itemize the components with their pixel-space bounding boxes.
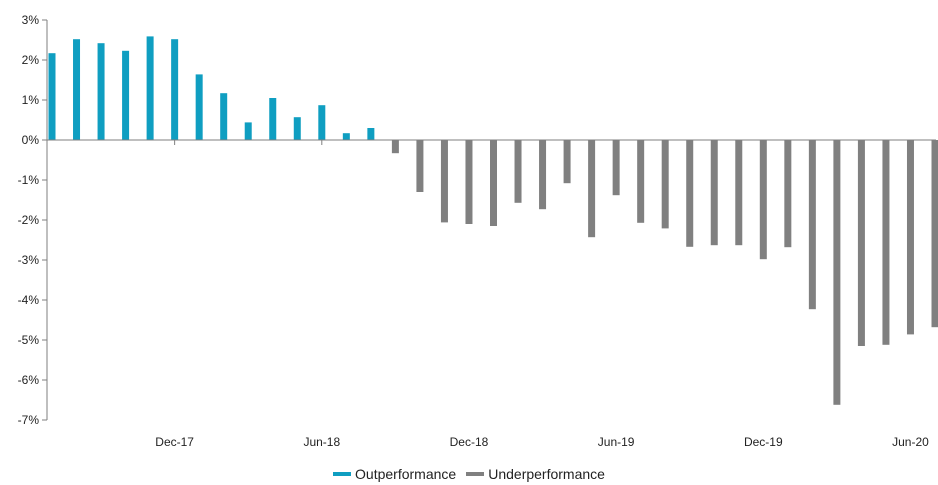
bar	[48, 53, 56, 141]
bar	[293, 117, 301, 140]
bar	[220, 93, 228, 140]
bar	[735, 140, 743, 246]
bar	[784, 140, 792, 248]
y-tick-label: -5%	[18, 333, 40, 347]
chart-svg: 3% 2% 1% 0% -1% -2% -3% -4% -5% -6% -7% Dec-17 Jun-1…	[18, 13, 938, 449]
y-tick-label: -1%	[18, 173, 40, 187]
legend-swatch-underperformance	[466, 472, 485, 476]
legend-item-underperformance: Underperformance	[466, 466, 605, 482]
y-tick-label: 2%	[22, 53, 40, 67]
bar	[833, 140, 841, 405]
bar	[146, 36, 154, 140]
bar	[710, 140, 718, 246]
y-tick-label: 1%	[22, 93, 40, 107]
y-tick-label: -2%	[18, 213, 40, 227]
x-tick-label: Dec-17	[155, 435, 194, 449]
bar	[759, 140, 767, 260]
bar	[195, 74, 203, 140]
bar	[808, 140, 816, 310]
bar	[490, 140, 497, 226]
legend-item-outperformance: Outperformance	[333, 466, 456, 482]
legend-label-underperformance: Underperformance	[488, 466, 605, 482]
legend: Outperformance Underperformance	[0, 466, 938, 482]
legend-swatch-outperformance	[333, 472, 352, 476]
bar	[637, 140, 645, 223]
bar	[73, 39, 81, 141]
y-tick-label: 0%	[22, 133, 40, 147]
legend-label-outperformance: Outperformance	[355, 466, 457, 482]
x-tick-label: Jun-19	[598, 435, 635, 449]
bar	[612, 140, 620, 196]
bar	[882, 140, 890, 345]
bar	[416, 140, 424, 192]
x-tick-label: Jun-18	[303, 435, 340, 449]
y-tick-label: -4%	[18, 293, 40, 307]
x-tick-label: Dec-18	[450, 435, 489, 449]
y-tick-label: -6%	[18, 373, 40, 387]
bar	[686, 140, 694, 247]
x-tick-label: Dec-19	[744, 435, 783, 449]
bar	[465, 140, 473, 224]
y-tick-label: -7%	[18, 413, 40, 427]
bar	[906, 140, 914, 335]
bar	[244, 122, 252, 140]
y-tick-label: 3%	[22, 13, 40, 27]
y-tick-label: -3%	[18, 253, 40, 267]
bar	[269, 98, 277, 140]
bar	[171, 39, 179, 141]
bar	[563, 140, 571, 184]
bar	[514, 140, 522, 203]
bar	[440, 140, 448, 223]
bar	[857, 140, 865, 346]
bar	[318, 105, 326, 140]
bar	[661, 140, 669, 229]
bar	[122, 50, 130, 140]
x-tick-label: Jun-20	[892, 435, 929, 449]
bar	[931, 140, 938, 328]
bar	[391, 140, 399, 154]
bar	[588, 140, 596, 238]
bar	[97, 43, 105, 141]
bar	[342, 133, 350, 140]
bar	[367, 128, 375, 140]
bar	[539, 140, 547, 210]
